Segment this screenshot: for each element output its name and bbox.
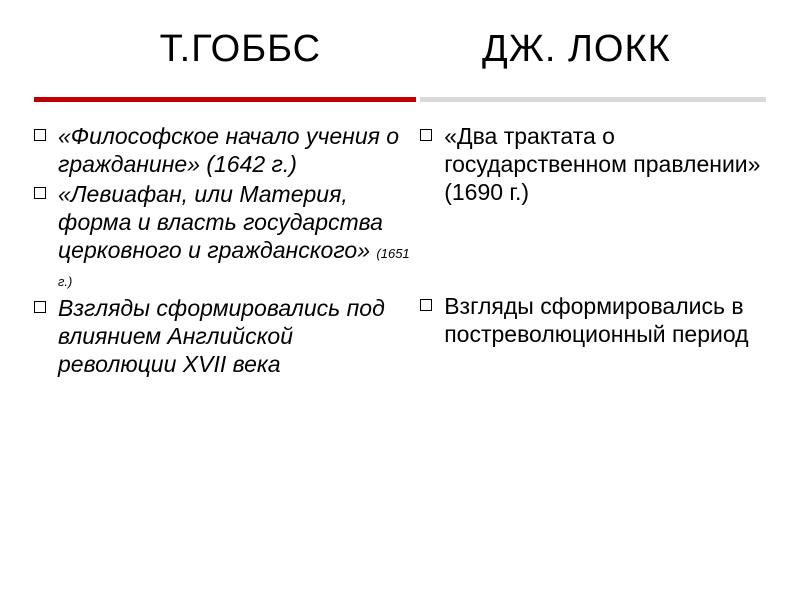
square-bullet-icon	[420, 129, 432, 141]
list-item: Взгляды сформировались под влиянием Англ…	[34, 294, 416, 378]
content-columns: «Философское начало учения о гражданине»…	[34, 89, 766, 380]
list-item: «Левиафан, или Материя, форма и власть г…	[34, 180, 416, 292]
item-text: «Философское начало учения о гражданине»…	[58, 122, 416, 178]
list-item: «Философское начало учения о гражданине»…	[34, 122, 416, 178]
square-bullet-icon	[34, 301, 46, 313]
title-left: Т.ГОББС	[64, 28, 417, 71]
list-item: Взгляды сформировались в постреволюционн…	[420, 292, 766, 348]
list-item: «Два трактата о государственном правлени…	[420, 122, 766, 206]
title-right: ДЖ. ЛОКК	[417, 28, 736, 71]
item-text: Взгляды сформировались в постреволюционн…	[444, 292, 766, 348]
divider-muted	[420, 97, 766, 102]
column-left: «Философское начало учения о гражданине»…	[34, 89, 416, 380]
slide-container: Т.ГОББС ДЖ. ЛОКК «Философское начало уче…	[0, 0, 800, 600]
square-bullet-icon	[34, 187, 46, 199]
item-text: «Левиафан, или Материя, форма и власть г…	[58, 180, 416, 292]
square-bullet-icon	[420, 299, 432, 311]
item-text: «Два трактата о государственном правлени…	[444, 122, 766, 206]
title-row: Т.ГОББС ДЖ. ЛОКК	[34, 28, 766, 71]
square-bullet-icon	[34, 129, 46, 141]
column-right: «Два трактата о государственном правлени…	[416, 89, 766, 380]
item-text-main: «Левиафан, или Материя, форма и власть г…	[58, 181, 383, 263]
divider-accent	[34, 97, 416, 102]
item-text: Взгляды сформировались под влиянием Англ…	[58, 294, 416, 378]
